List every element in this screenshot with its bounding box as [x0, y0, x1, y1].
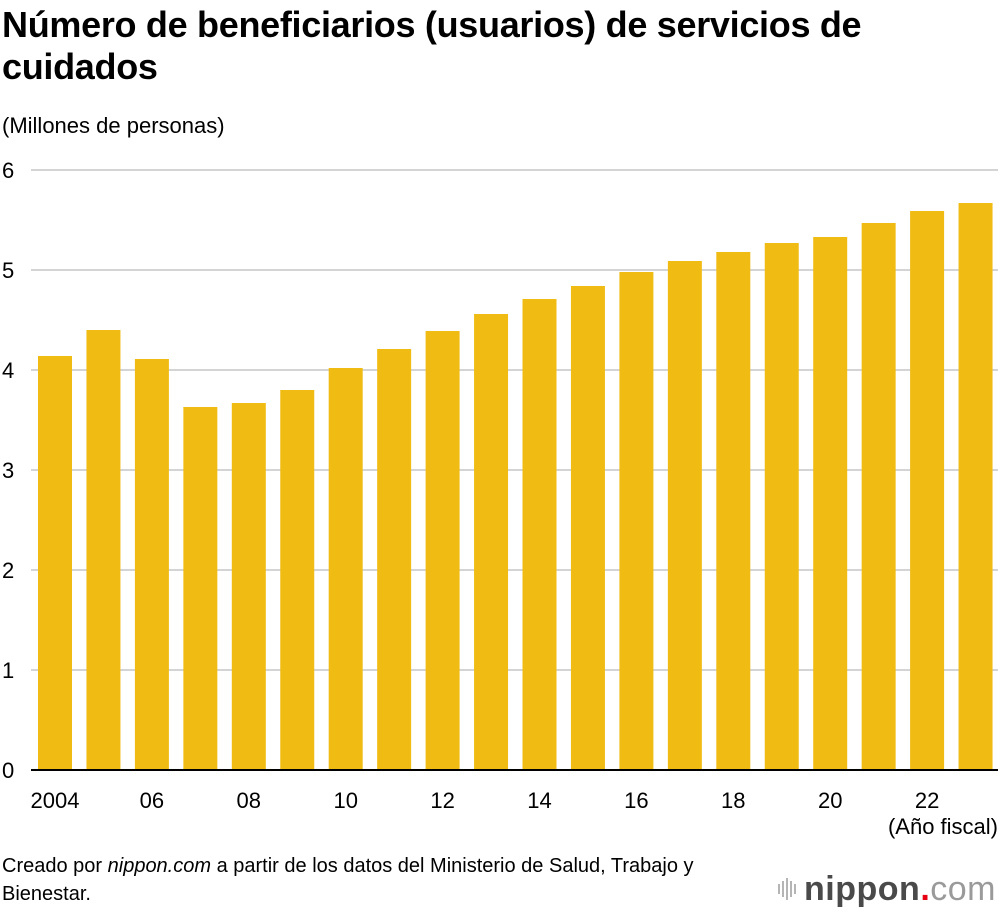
- bar-2020: [813, 237, 848, 770]
- x-tick-label: 2004: [31, 788, 80, 813]
- x-axis-unit-label: (Año fiscal): [887, 814, 998, 839]
- bar-2012: [425, 331, 460, 770]
- logo-tld: com: [930, 870, 996, 908]
- x-tick-label: 14: [527, 788, 551, 813]
- bar-2007: [183, 407, 218, 770]
- chart-title: Número de beneficiarios (usuarios) de se…: [2, 4, 862, 87]
- y-tick-label: 2: [2, 558, 14, 583]
- bar-2021: [861, 223, 896, 770]
- bar-2008: [231, 403, 266, 770]
- x-tick-label: 06: [140, 788, 164, 813]
- x-tick-label: 08: [237, 788, 261, 813]
- bar-2019: [764, 243, 799, 770]
- y-axis-unit-label: (Millones de personas): [2, 113, 225, 138]
- bar-2017: [667, 261, 702, 770]
- nippon-logo: nippon.com: [778, 872, 996, 906]
- x-tick-label: 22: [915, 788, 939, 813]
- bar-2016: [619, 272, 654, 770]
- source-note: Creado por nippon.com a partir de los da…: [2, 852, 782, 908]
- bar-2011: [377, 349, 412, 770]
- x-tick-label: 18: [721, 788, 745, 813]
- source-site: nippon.com: [107, 855, 212, 877]
- y-tick-labels: 0 1 2 3 4 5 6: [2, 158, 14, 783]
- bar-2015: [570, 286, 605, 770]
- bar-2014: [522, 299, 557, 770]
- x-tick-labels: 2004 06 08 10 12 14 16 18 20 22: [31, 788, 940, 813]
- x-tick-label: 16: [624, 788, 648, 813]
- bar-2010: [328, 368, 363, 770]
- y-tick-label: 3: [2, 458, 14, 483]
- y-tick-label: 4: [2, 358, 14, 383]
- logo-main: nippon: [804, 870, 921, 908]
- x-tick-label: 20: [818, 788, 842, 813]
- gridlines: [31, 169, 998, 671]
- y-tick-label: 1: [2, 658, 14, 683]
- x-tick-label: 10: [333, 788, 357, 813]
- y-tick-label: 0: [2, 758, 14, 783]
- bar-2004: [38, 356, 72, 770]
- x-tick-label: 12: [430, 788, 454, 813]
- source-prefix: Creado por: [2, 855, 108, 877]
- bar-2006: [134, 359, 169, 770]
- bar-2009: [280, 390, 315, 770]
- logo-dot: .: [920, 870, 931, 908]
- bar-2005: [86, 330, 121, 770]
- bar-2023: [958, 203, 993, 770]
- bar-2018: [716, 252, 751, 770]
- y-tick-label: 6: [2, 158, 14, 183]
- y-tick-label: 5: [2, 258, 14, 283]
- bar-2013: [474, 314, 509, 770]
- logo-wordmark: nippon.com: [804, 872, 996, 906]
- source-suffix: a partir de los datos del Ministerio de …: [2, 855, 694, 905]
- bars: [38, 203, 993, 770]
- bar-2022: [910, 211, 945, 770]
- soundwave-icon: [778, 878, 798, 900]
